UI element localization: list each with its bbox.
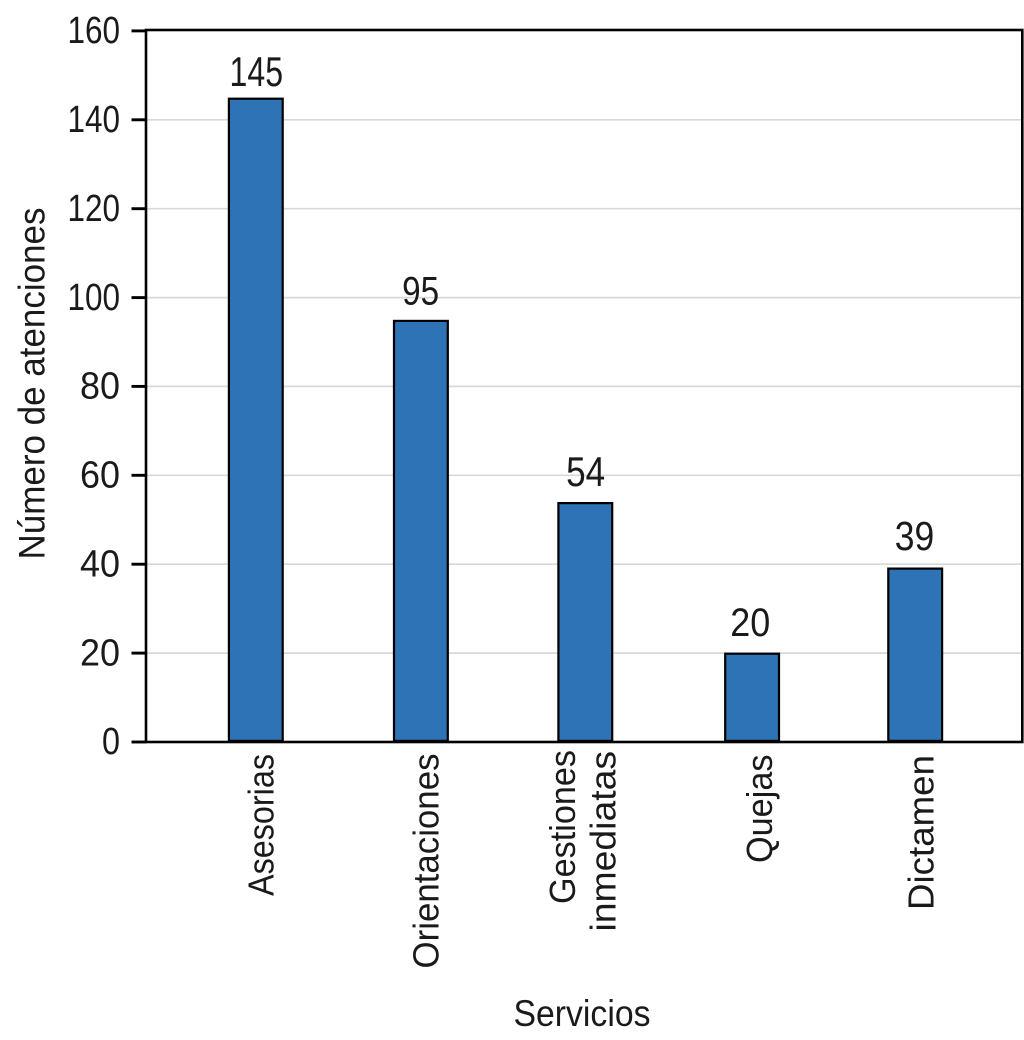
svg-text:80: 80	[80, 366, 120, 408]
svg-text:54: 54	[566, 448, 605, 495]
svg-text:0: 0	[102, 721, 120, 763]
svg-text:Gestiones: Gestiones	[542, 750, 583, 904]
svg-text:95: 95	[402, 270, 439, 314]
svg-text:Quejas: Quejas	[739, 755, 780, 864]
svg-text:40: 40	[80, 543, 120, 585]
svg-text:145: 145	[230, 48, 284, 95]
svg-text:39: 39	[895, 513, 935, 559]
svg-text:Asesorias: Asesorias	[241, 754, 282, 896]
svg-text:Número de atenciones: Número de atenciones	[12, 208, 53, 560]
svg-text:20: 20	[80, 632, 120, 674]
svg-text:Servicios: Servicios	[514, 993, 651, 1034]
svg-text:inmediatas: inmediatas	[583, 751, 624, 932]
svg-text:Dictamen: Dictamen	[901, 755, 942, 910]
svg-text:140: 140	[68, 99, 121, 141]
svg-text:160: 160	[68, 10, 121, 52]
svg-text:100: 100	[68, 277, 121, 319]
svg-text:Orientaciones: Orientaciones	[406, 754, 447, 969]
svg-text:20: 20	[730, 601, 770, 645]
svg-text:120: 120	[68, 188, 121, 230]
svg-text:60: 60	[80, 455, 120, 497]
